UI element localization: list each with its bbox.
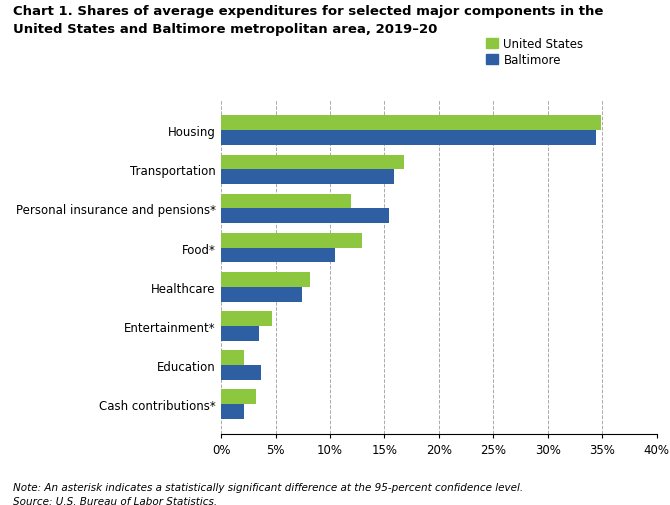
Bar xyxy=(221,312,272,326)
Text: Chart 1. Shares of average expenditures for selected major components in the: Chart 1. Shares of average expenditures … xyxy=(13,5,604,18)
Text: Note: An asterisk indicates a statistically significant difference at the 95-per: Note: An asterisk indicates a statistica… xyxy=(13,482,523,492)
Bar xyxy=(221,389,256,405)
Text: United States and Baltimore metropolitan area, 2019–20: United States and Baltimore metropolitan… xyxy=(13,23,438,36)
Bar xyxy=(221,287,302,302)
Bar xyxy=(221,365,261,380)
Legend: United States, Baltimore: United States, Baltimore xyxy=(481,33,588,72)
Bar xyxy=(221,155,404,170)
Bar xyxy=(221,131,596,146)
Bar xyxy=(221,350,244,365)
Bar xyxy=(221,170,394,185)
Bar xyxy=(221,405,244,419)
Bar xyxy=(221,116,601,131)
Text: Source: U.S. Bureau of Labor Statistics.: Source: U.S. Bureau of Labor Statistics. xyxy=(13,496,218,505)
Bar xyxy=(221,233,362,248)
Bar xyxy=(221,272,310,287)
Bar xyxy=(221,209,389,224)
Bar xyxy=(221,194,350,209)
Bar xyxy=(221,248,336,263)
Bar xyxy=(221,326,259,341)
